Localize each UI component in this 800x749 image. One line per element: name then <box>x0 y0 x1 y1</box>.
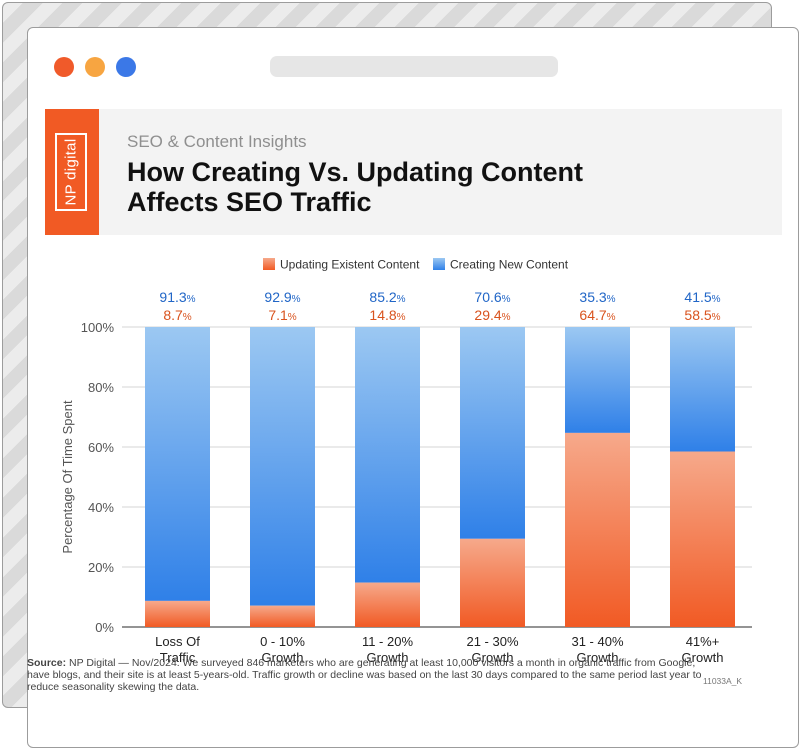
brand-logo: NP digital <box>55 133 87 211</box>
brand-strip: NP digital <box>45 109 99 235</box>
y-tick-label: 40% <box>88 500 114 515</box>
x-tick-label: 11 - 20% <box>362 634 414 649</box>
x-tick-label: 0 - 10% <box>260 634 305 649</box>
bar-creating-new-content <box>145 327 210 601</box>
chart-title-line-2: Affects SEO Traffic <box>127 187 372 217</box>
y-tick-label: 60% <box>88 440 114 455</box>
bar-updating-existent-content <box>670 451 735 627</box>
bar-creating-new-content <box>460 327 525 539</box>
legend-label: Creating New Content <box>450 258 569 272</box>
x-tick-label: 21 - 30% <box>466 634 518 649</box>
legend-swatch <box>263 258 275 270</box>
x-tick-label: Growth <box>262 650 304 665</box>
data-label-updating: 58.5% <box>684 307 720 323</box>
source-label: Source: <box>27 657 67 669</box>
y-tick-label: 20% <box>88 560 114 575</box>
window-minimize-dot[interactable] <box>85 57 105 77</box>
legend-swatch <box>433 258 445 270</box>
data-label-updating: 29.4% <box>474 307 510 323</box>
bar-creating-new-content <box>250 327 315 606</box>
x-tick-label: 41%+ <box>686 634 720 649</box>
bar-updating-existent-content <box>565 432 630 627</box>
bar-creating-new-content <box>565 327 630 433</box>
x-tick-label: Growth <box>682 650 724 665</box>
data-label-creating: 70.6% <box>474 289 510 305</box>
data-label-updating: 7.1% <box>268 307 296 323</box>
data-label-updating: 14.8% <box>369 307 405 323</box>
window-maximize-dot[interactable] <box>116 57 136 77</box>
chart-subtitle: SEO & Content Insights <box>127 132 307 151</box>
bar-creating-new-content <box>670 327 735 452</box>
chart-title: How Creating Vs. Updating Content Affect… <box>127 157 687 217</box>
bar-updating-existent-content <box>250 605 315 627</box>
x-tick-label: Traffic <box>160 650 196 665</box>
bar-updating-existent-content <box>460 538 525 627</box>
y-tick-label: 80% <box>88 380 114 395</box>
bar-updating-existent-content <box>355 582 420 627</box>
source-text: NP Digital — Nov/2024. We surveyed 846 m… <box>27 657 702 693</box>
data-label-creating: 35.3% <box>579 289 615 305</box>
bar-updating-existent-content <box>145 600 210 627</box>
x-tick-label: Growth <box>472 650 514 665</box>
bar-creating-new-content <box>355 327 420 583</box>
chart-code: 11033A_K <box>703 676 743 686</box>
data-label-updating: 64.7% <box>579 307 615 323</box>
y-tick-label: 0% <box>95 620 114 635</box>
data-label-creating: 91.3% <box>159 289 195 305</box>
x-tick-label: Growth <box>367 650 409 665</box>
y-tick-label: 100% <box>81 320 115 335</box>
chart-header: NP digital SEO & Content Insights How Cr… <box>45 109 782 235</box>
y-axis-title: Percentage Of Time Spent <box>60 400 75 554</box>
data-label-creating: 41.5% <box>684 289 720 305</box>
window-close-dot[interactable] <box>54 57 74 77</box>
data-label-creating: 85.2% <box>369 289 405 305</box>
x-tick-label: Loss Of <box>155 634 200 649</box>
data-label-updating: 8.7% <box>163 307 191 323</box>
address-bar[interactable] <box>270 56 558 77</box>
browser-window: NP digital SEO & Content Insights How Cr… <box>27 27 799 748</box>
legend-label: Updating Existent Content <box>280 258 420 272</box>
source-note: Source: NP Digital — Nov/2024. We survey… <box>27 657 717 693</box>
x-tick-label: 31 - 40% <box>571 634 623 649</box>
chart-title-line-1: How Creating Vs. Updating Content <box>127 157 583 187</box>
x-tick-label: Growth <box>577 650 619 665</box>
data-label-creating: 92.9% <box>264 289 300 305</box>
